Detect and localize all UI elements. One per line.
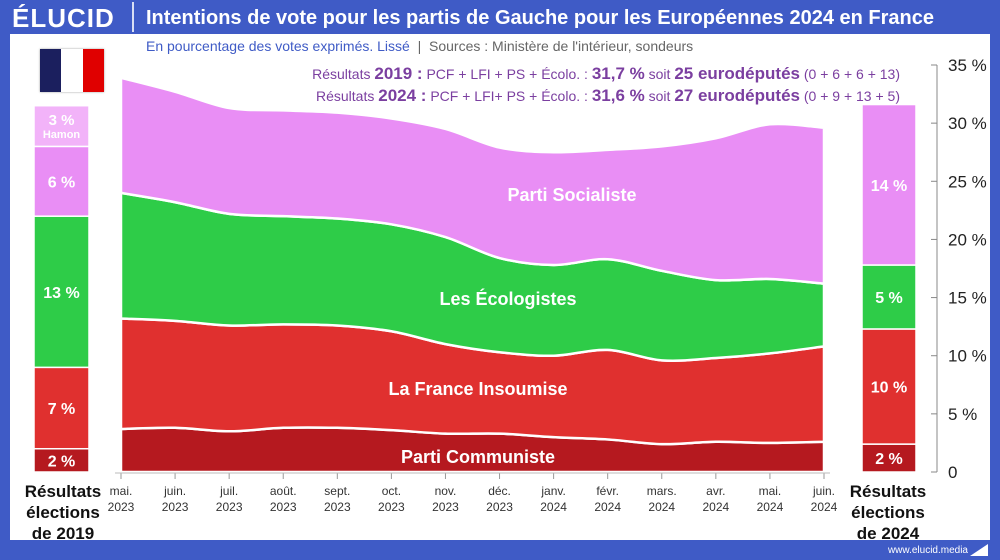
bar-2019-label-hamon: 3 % bbox=[49, 112, 75, 129]
y-tick-label: 15 % bbox=[948, 289, 987, 308]
x-tick-label: févr. bbox=[596, 484, 619, 498]
x-tick-label-year: 2023 bbox=[378, 500, 405, 514]
chart-title: Intentions de vote pour les partis de Ga… bbox=[146, 7, 934, 29]
france-flag-icon bbox=[40, 49, 104, 92]
results-2019: Résultats 2019 : PCF + LFI + PS + Écolo.… bbox=[312, 64, 900, 83]
subtitle-text: En pourcentage des votes exprimés. Lissé bbox=[146, 38, 410, 54]
x-tick-label: oct. bbox=[382, 484, 401, 498]
x-tick-label-year: 2023 bbox=[108, 500, 135, 514]
x-tick-label: juin. bbox=[163, 484, 186, 498]
x-tick-label-year: 2023 bbox=[216, 500, 243, 514]
series-label-pcf: Parti Communiste bbox=[401, 447, 555, 467]
chart-subtitle: En pourcentage des votes exprimés. Lissé… bbox=[146, 38, 694, 54]
bar-2019-label-lfi: 7 % bbox=[48, 401, 76, 418]
x-tick-label-year: 2024 bbox=[648, 500, 675, 514]
y-tick-label: 10 % bbox=[948, 347, 987, 366]
x-tick-label-year: 2023 bbox=[486, 500, 513, 514]
bar-2019-segment-eco bbox=[33, 215, 90, 369]
x-tick-label: août. bbox=[270, 484, 297, 498]
bar-2019-label-eco: 13 % bbox=[43, 285, 79, 302]
x-tick-label: juil. bbox=[219, 484, 238, 498]
x-tick-label-year: 2024 bbox=[757, 500, 784, 514]
x-tick-label-year: 2023 bbox=[162, 500, 189, 514]
y-tick-label: 20 % bbox=[948, 230, 987, 249]
title-separator bbox=[132, 2, 134, 32]
bar-2024-label-pcf: 2 % bbox=[875, 451, 903, 468]
bar-2019-label-pcf: 2 % bbox=[48, 453, 76, 470]
bar-2024-segment-ps bbox=[861, 103, 917, 266]
bar-2024-label-eco: 5 % bbox=[875, 290, 903, 307]
bar-2019-label-ps: 6 % bbox=[48, 174, 76, 191]
x-tick-label-year: 2024 bbox=[594, 500, 621, 514]
x-tick-label-year: 2024 bbox=[540, 500, 567, 514]
x-tick-label-year: 2023 bbox=[324, 500, 351, 514]
bar-2019-segment-hamon bbox=[33, 104, 90, 148]
results-2024: Résultats 2024 : PCF + LFI+ PS + Écolo. … bbox=[316, 86, 900, 105]
bar-2024-segment-eco bbox=[861, 264, 917, 330]
series-label-lfi: La France Insoumise bbox=[388, 379, 567, 399]
elucid-corner-icon bbox=[970, 544, 988, 556]
area-ps bbox=[119, 76, 826, 285]
x-tick-label: déc. bbox=[488, 484, 511, 498]
x-tick-label: nov. bbox=[435, 484, 457, 498]
series-label-ps: Parti Socialiste bbox=[507, 185, 636, 205]
x-tick-label-year: 2024 bbox=[702, 500, 729, 514]
series-label-eco: Les Écologistes bbox=[439, 288, 576, 309]
y-tick-label: 0 bbox=[948, 463, 957, 482]
x-tick-label-year: 2024 bbox=[811, 500, 838, 514]
left-bar-label: Résultats élections de 2019 bbox=[24, 482, 102, 543]
x-tick-label-year: 2023 bbox=[270, 500, 297, 514]
x-tick-label: sept. bbox=[324, 484, 350, 498]
y-tick-label: 35 % bbox=[948, 56, 987, 75]
y-tick-label: 30 % bbox=[948, 114, 987, 133]
x-tick-label: mai. bbox=[759, 484, 782, 498]
bar-2024-label-ps: 14 % bbox=[871, 178, 907, 195]
x-tick-label: avr. bbox=[706, 484, 725, 498]
x-tick-label: janv. bbox=[540, 484, 565, 498]
elucid-logo: ÉLUCID bbox=[12, 3, 115, 33]
x-tick-label: juin. bbox=[812, 484, 835, 498]
x-tick-label: mars. bbox=[647, 484, 677, 498]
bar-2024-segment-pcf bbox=[861, 443, 917, 473]
bar-2024-label-lfi: 10 % bbox=[871, 380, 907, 397]
sources-text: Sources : Ministère de l'intérieur, sond… bbox=[429, 38, 694, 54]
right-bar-label: Résultats élections de 2024 bbox=[849, 482, 927, 543]
footer-url: www.elucid.media bbox=[887, 545, 968, 556]
x-tick-label-year: 2023 bbox=[432, 500, 459, 514]
bar-2019-sublabel-hamon: Hamon bbox=[43, 129, 81, 141]
y-tick-label: 5 % bbox=[948, 405, 977, 424]
x-tick-label: mai. bbox=[110, 484, 133, 498]
y-tick-label: 25 % bbox=[948, 172, 987, 191]
